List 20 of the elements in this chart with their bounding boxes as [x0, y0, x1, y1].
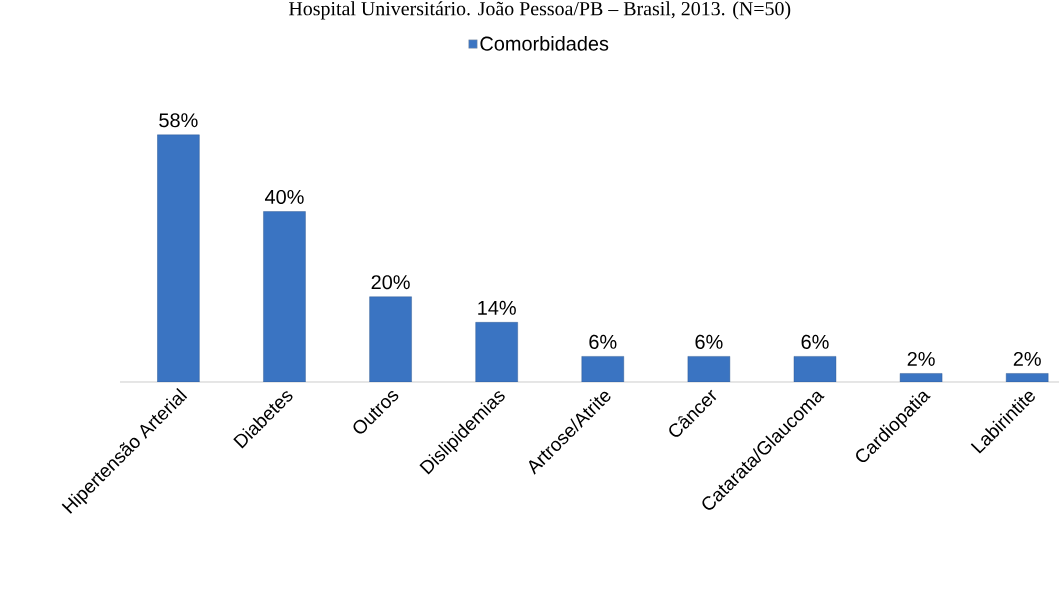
bar: [1005, 373, 1049, 382]
bar: [369, 296, 412, 382]
data-label: 20%: [371, 275, 410, 290]
bar: [899, 373, 943, 382]
chart-title: Hospital Universitário. João Pessoa/PB – Brasil, 2013. (N=50): [288, 1, 791, 20]
bar: [475, 322, 518, 382]
data-label: 6%: [695, 334, 723, 349]
data-label: 2%: [907, 351, 935, 366]
data-label: 14%: [478, 300, 516, 315]
data-label: 58%: [159, 113, 198, 128]
bar: [687, 356, 731, 382]
bar: [157, 134, 200, 382]
data-label: 6%: [589, 334, 617, 349]
data-label: 2%: [1013, 351, 1041, 366]
bar: [581, 356, 624, 382]
bar: [263, 211, 306, 382]
legend-label: Comorbidades: [480, 36, 609, 51]
data-label: 6%: [801, 334, 829, 349]
bar: [793, 356, 837, 382]
data-label: 40%: [264, 189, 304, 204]
